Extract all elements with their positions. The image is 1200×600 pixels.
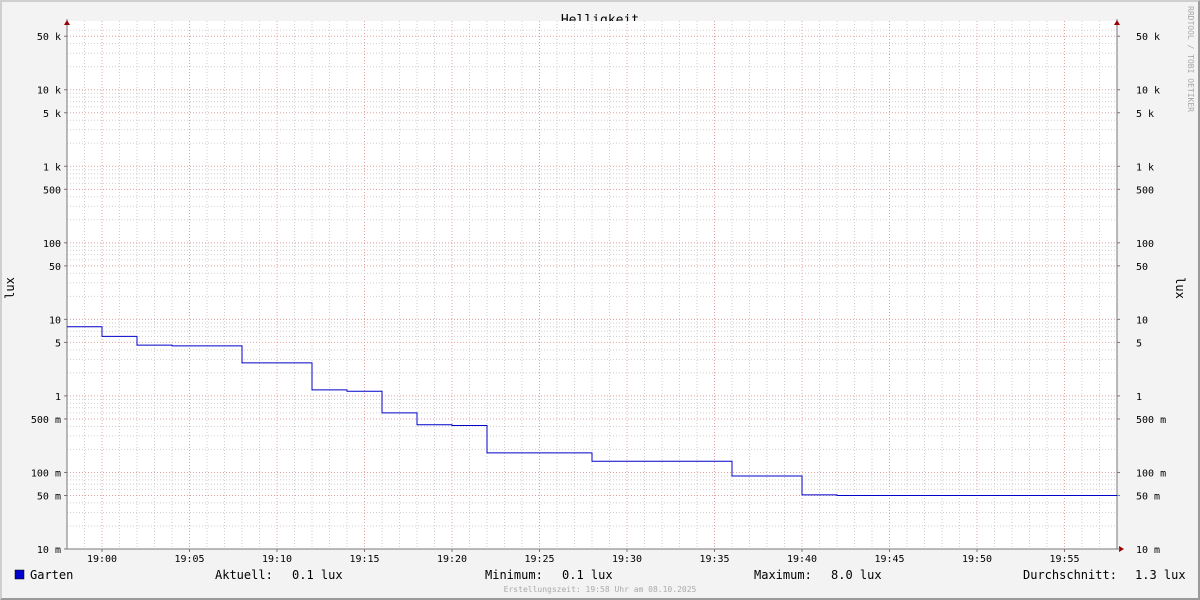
stat-avg-value: 1.3 lux [1135, 568, 1186, 582]
y-tick-label-left: 10 [49, 315, 61, 326]
x-tick-label: 19:15 [349, 554, 379, 565]
stat-avg-label: Durchschnitt: [1023, 568, 1117, 582]
y-axis-arrow-right [1114, 20, 1120, 25]
x-axis-arrow [1119, 546, 1124, 552]
y-tick-label-left: 50 m [37, 491, 61, 502]
y-axis-arrow-left [64, 20, 70, 25]
y-tick-label-right: 10 m [1136, 545, 1160, 556]
y-axis-label-left: lux [3, 277, 17, 299]
watermark: RRDTOOL / TOBI OETIKER [1186, 6, 1195, 112]
y-tick-label-left: 50 [49, 262, 61, 273]
y-tick-label-left: 10 k [37, 86, 61, 97]
stat-current-label: Aktuell: [215, 568, 273, 582]
y-tick-label-right: 500 m [1136, 415, 1166, 426]
y-tick-label-left: 500 [43, 185, 61, 196]
y-tick-label-right: 5 [1136, 338, 1142, 349]
x-tick-label: 19:50 [962, 554, 992, 565]
y-tick-label-left: 50 k [37, 32, 61, 43]
x-tick-label: 19:25 [524, 554, 554, 565]
x-tick-label: 19:45 [874, 554, 904, 565]
stat-current-value: 0.1 lux [292, 568, 343, 582]
y-tick-label-left: 1 k [43, 162, 61, 173]
stat-min-value: 0.1 lux [562, 568, 613, 582]
y-tick-label-right: 100 m [1136, 468, 1166, 479]
x-tick-label: 19:00 [87, 554, 117, 565]
x-tick-label: 19:10 [262, 554, 292, 565]
y-axis-label-right: lux [1173, 277, 1187, 299]
y-tick-label-right: 10 k [1136, 86, 1160, 97]
y-tick-label-right: 10 [1136, 315, 1148, 326]
y-tick-label-left: 500 m [31, 415, 61, 426]
y-tick-label-right: 500 [1136, 185, 1154, 196]
footer-timestamp: Erstellungszeit: 19:58 Uhr am 08.10.2025 [504, 585, 697, 594]
legend-series-name: Garten [30, 568, 73, 582]
y-tick-label-left: 10 m [37, 545, 61, 556]
y-tick-label-left: 5 k [43, 109, 61, 120]
x-tick-label: 19:55 [1049, 554, 1079, 565]
x-tick-label: 19:05 [174, 554, 204, 565]
x-tick-label: 19:40 [787, 554, 817, 565]
y-tick-label-left: 1 [55, 392, 61, 403]
x-tick-label: 19:35 [699, 554, 729, 565]
y-tick-label-left: 100 [43, 239, 61, 250]
y-tick-label-right: 1 k [1136, 162, 1154, 173]
legend-swatch [14, 569, 25, 580]
y-tick-label-left: 5 [55, 338, 61, 349]
y-tick-label-right: 50 m [1136, 491, 1160, 502]
stat-max-label: Maximum: [754, 568, 812, 582]
stat-min-label: Minimum: [485, 568, 543, 582]
y-tick-label-right: 5 k [1136, 109, 1154, 120]
series-line-garten [67, 326, 1117, 496]
y-tick-label-right: 50 k [1136, 32, 1160, 43]
x-tick-label: 19:30 [612, 554, 642, 565]
y-tick-label-right: 1 [1136, 392, 1142, 403]
y-tick-label-left: 100 m [31, 468, 61, 479]
y-tick-label-right: 100 [1136, 239, 1154, 250]
x-tick-label: 19:20 [437, 554, 467, 565]
y-tick-label-right: 50 [1136, 262, 1148, 273]
stat-max-value: 8.0 lux [831, 568, 882, 582]
